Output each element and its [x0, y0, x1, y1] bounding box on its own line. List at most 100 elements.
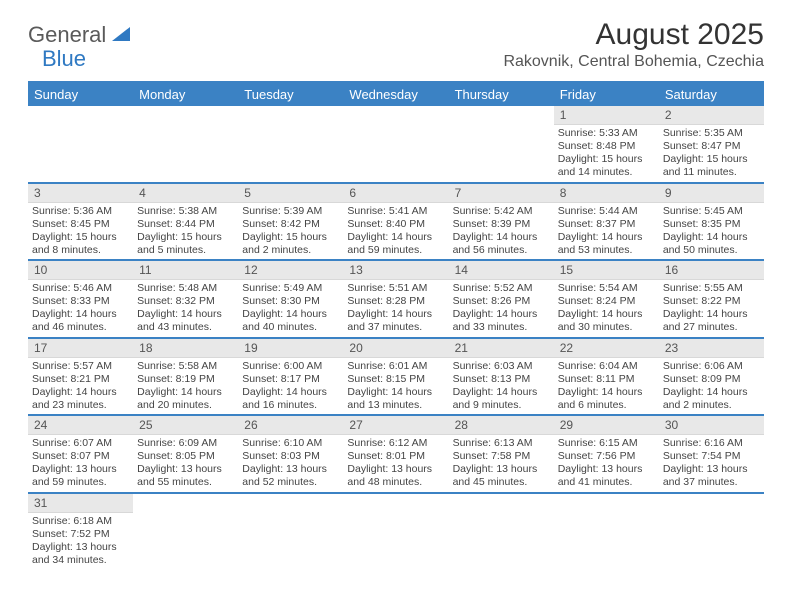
- day-number: 31: [28, 494, 133, 513]
- day-sunset: Sunset: 8:28 PM: [347, 295, 444, 308]
- day-cell: 1Sunrise: 5:33 AMSunset: 8:48 PMDaylight…: [554, 106, 659, 182]
- day-cell: 15Sunrise: 5:54 AMSunset: 8:24 PMDayligh…: [554, 260, 659, 337]
- day-number: 6: [343, 184, 448, 203]
- day-daylight: Daylight: 13 hours and 41 minutes.: [558, 463, 655, 489]
- day-sunset: Sunset: 8:01 PM: [347, 450, 444, 463]
- day-content: Sunrise: 5:48 AMSunset: 8:32 PMDaylight:…: [133, 280, 238, 337]
- day-content: Sunrise: 6:12 AMSunset: 8:01 PMDaylight:…: [343, 435, 448, 492]
- day-content: Sunrise: 5:38 AMSunset: 8:44 PMDaylight:…: [133, 203, 238, 260]
- day-sunrise: Sunrise: 5:49 AM: [242, 282, 339, 295]
- day-daylight: Daylight: 13 hours and 48 minutes.: [347, 463, 444, 489]
- day-daylight: Daylight: 15 hours and 5 minutes.: [137, 231, 234, 257]
- day-sunrise: Sunrise: 5:42 AM: [453, 205, 550, 218]
- day-number: 27: [343, 416, 448, 435]
- day-number: 2: [659, 106, 764, 125]
- week-row: 1Sunrise: 5:33 AMSunset: 8:48 PMDaylight…: [28, 106, 764, 182]
- day-sunrise: Sunrise: 6:04 AM: [558, 360, 655, 373]
- day-content: Sunrise: 5:42 AMSunset: 8:39 PMDaylight:…: [449, 203, 554, 260]
- day-number: 13: [343, 261, 448, 280]
- day-sunset: Sunset: 8:09 PM: [663, 373, 760, 386]
- day-daylight: Daylight: 14 hours and 59 minutes.: [347, 231, 444, 257]
- day-cell: 23Sunrise: 6:06 AMSunset: 8:09 PMDayligh…: [659, 338, 764, 415]
- day-sunrise: Sunrise: 5:39 AM: [242, 205, 339, 218]
- day-sunset: Sunset: 7:58 PM: [453, 450, 550, 463]
- day-sunset: Sunset: 8:24 PM: [558, 295, 655, 308]
- day-sunset: Sunset: 8:47 PM: [663, 140, 760, 153]
- day-number: 5: [238, 184, 343, 203]
- day-daylight: Daylight: 15 hours and 8 minutes.: [32, 231, 129, 257]
- day-sunrise: Sunrise: 5:44 AM: [558, 205, 655, 218]
- day-sunrise: Sunrise: 6:01 AM: [347, 360, 444, 373]
- day-content: Sunrise: 5:54 AMSunset: 8:24 PMDaylight:…: [554, 280, 659, 337]
- day-sunset: Sunset: 8:21 PM: [32, 373, 129, 386]
- day-number: 30: [659, 416, 764, 435]
- day-content: Sunrise: 5:35 AMSunset: 8:47 PMDaylight:…: [659, 125, 764, 182]
- day-daylight: Daylight: 13 hours and 37 minutes.: [663, 463, 760, 489]
- day-sunset: Sunset: 7:56 PM: [558, 450, 655, 463]
- day-cell: [449, 493, 554, 570]
- day-sunrise: Sunrise: 5:55 AM: [663, 282, 760, 295]
- day-content: Sunrise: 6:09 AMSunset: 8:05 PMDaylight:…: [133, 435, 238, 492]
- weekday-header-row: Sunday Monday Tuesday Wednesday Thursday…: [28, 82, 764, 106]
- day-sunrise: Sunrise: 5:54 AM: [558, 282, 655, 295]
- title-block: August 2025 Rakovnik, Central Bohemia, C…: [503, 18, 764, 71]
- day-cell: 3Sunrise: 5:36 AMSunset: 8:45 PMDaylight…: [28, 183, 133, 260]
- logo-word1: General: [28, 24, 106, 46]
- weekday-header: Saturday: [659, 82, 764, 106]
- day-sunset: Sunset: 8:03 PM: [242, 450, 339, 463]
- day-sunrise: Sunrise: 5:33 AM: [558, 127, 655, 140]
- day-sunset: Sunset: 7:52 PM: [32, 528, 129, 541]
- day-number: 17: [28, 339, 133, 358]
- day-content: Sunrise: 6:03 AMSunset: 8:13 PMDaylight:…: [449, 358, 554, 415]
- weekday-header: Monday: [133, 82, 238, 106]
- day-cell: 13Sunrise: 5:51 AMSunset: 8:28 PMDayligh…: [343, 260, 448, 337]
- day-content: Sunrise: 5:52 AMSunset: 8:26 PMDaylight:…: [449, 280, 554, 337]
- day-daylight: Daylight: 13 hours and 52 minutes.: [242, 463, 339, 489]
- day-cell: 20Sunrise: 6:01 AMSunset: 8:15 PMDayligh…: [343, 338, 448, 415]
- day-number: 3: [28, 184, 133, 203]
- logo-sail-icon: [110, 25, 132, 46]
- week-row: 31Sunrise: 6:18 AMSunset: 7:52 PMDayligh…: [28, 493, 764, 570]
- day-daylight: Daylight: 14 hours and 27 minutes.: [663, 308, 760, 334]
- day-sunset: Sunset: 8:17 PM: [242, 373, 339, 386]
- day-content: Sunrise: 6:13 AMSunset: 7:58 PMDaylight:…: [449, 435, 554, 492]
- day-number: 1: [554, 106, 659, 125]
- day-daylight: Daylight: 14 hours and 50 minutes.: [663, 231, 760, 257]
- day-cell: [343, 106, 448, 182]
- day-content: Sunrise: 5:33 AMSunset: 8:48 PMDaylight:…: [554, 125, 659, 182]
- day-cell: [133, 493, 238, 570]
- day-sunrise: Sunrise: 5:38 AM: [137, 205, 234, 218]
- day-content: Sunrise: 5:58 AMSunset: 8:19 PMDaylight:…: [133, 358, 238, 415]
- calendar-body: 1Sunrise: 5:33 AMSunset: 8:48 PMDaylight…: [28, 106, 764, 569]
- day-sunset: Sunset: 8:30 PM: [242, 295, 339, 308]
- header: General August 2025 Rakovnik, Central Bo…: [28, 18, 764, 71]
- day-cell: 5Sunrise: 5:39 AMSunset: 8:42 PMDaylight…: [238, 183, 343, 260]
- day-cell: 26Sunrise: 6:10 AMSunset: 8:03 PMDayligh…: [238, 415, 343, 492]
- day-cell: 4Sunrise: 5:38 AMSunset: 8:44 PMDaylight…: [133, 183, 238, 260]
- day-sunset: Sunset: 7:54 PM: [663, 450, 760, 463]
- day-content: Sunrise: 6:07 AMSunset: 8:07 PMDaylight:…: [28, 435, 133, 492]
- day-cell: 8Sunrise: 5:44 AMSunset: 8:37 PMDaylight…: [554, 183, 659, 260]
- day-sunset: Sunset: 8:37 PM: [558, 218, 655, 231]
- day-daylight: Daylight: 14 hours and 33 minutes.: [453, 308, 550, 334]
- day-content: Sunrise: 6:15 AMSunset: 7:56 PMDaylight:…: [554, 435, 659, 492]
- day-daylight: Daylight: 14 hours and 43 minutes.: [137, 308, 234, 334]
- day-sunrise: Sunrise: 6:06 AM: [663, 360, 760, 373]
- day-number: 14: [449, 261, 554, 280]
- week-row: 24Sunrise: 6:07 AMSunset: 8:07 PMDayligh…: [28, 415, 764, 492]
- day-sunrise: Sunrise: 5:57 AM: [32, 360, 129, 373]
- day-daylight: Daylight: 13 hours and 55 minutes.: [137, 463, 234, 489]
- day-number: 8: [554, 184, 659, 203]
- day-sunrise: Sunrise: 5:35 AM: [663, 127, 760, 140]
- day-daylight: Daylight: 14 hours and 6 minutes.: [558, 386, 655, 412]
- day-daylight: Daylight: 14 hours and 23 minutes.: [32, 386, 129, 412]
- day-cell: 16Sunrise: 5:55 AMSunset: 8:22 PMDayligh…: [659, 260, 764, 337]
- day-sunrise: Sunrise: 5:52 AM: [453, 282, 550, 295]
- logo-word2: Blue: [42, 46, 86, 72]
- day-sunrise: Sunrise: 5:46 AM: [32, 282, 129, 295]
- day-sunrise: Sunrise: 6:15 AM: [558, 437, 655, 450]
- day-content: Sunrise: 5:41 AMSunset: 8:40 PMDaylight:…: [343, 203, 448, 260]
- day-content: Sunrise: 5:57 AMSunset: 8:21 PMDaylight:…: [28, 358, 133, 415]
- location: Rakovnik, Central Bohemia, Czechia: [503, 53, 764, 71]
- day-content: Sunrise: 6:18 AMSunset: 7:52 PMDaylight:…: [28, 513, 133, 570]
